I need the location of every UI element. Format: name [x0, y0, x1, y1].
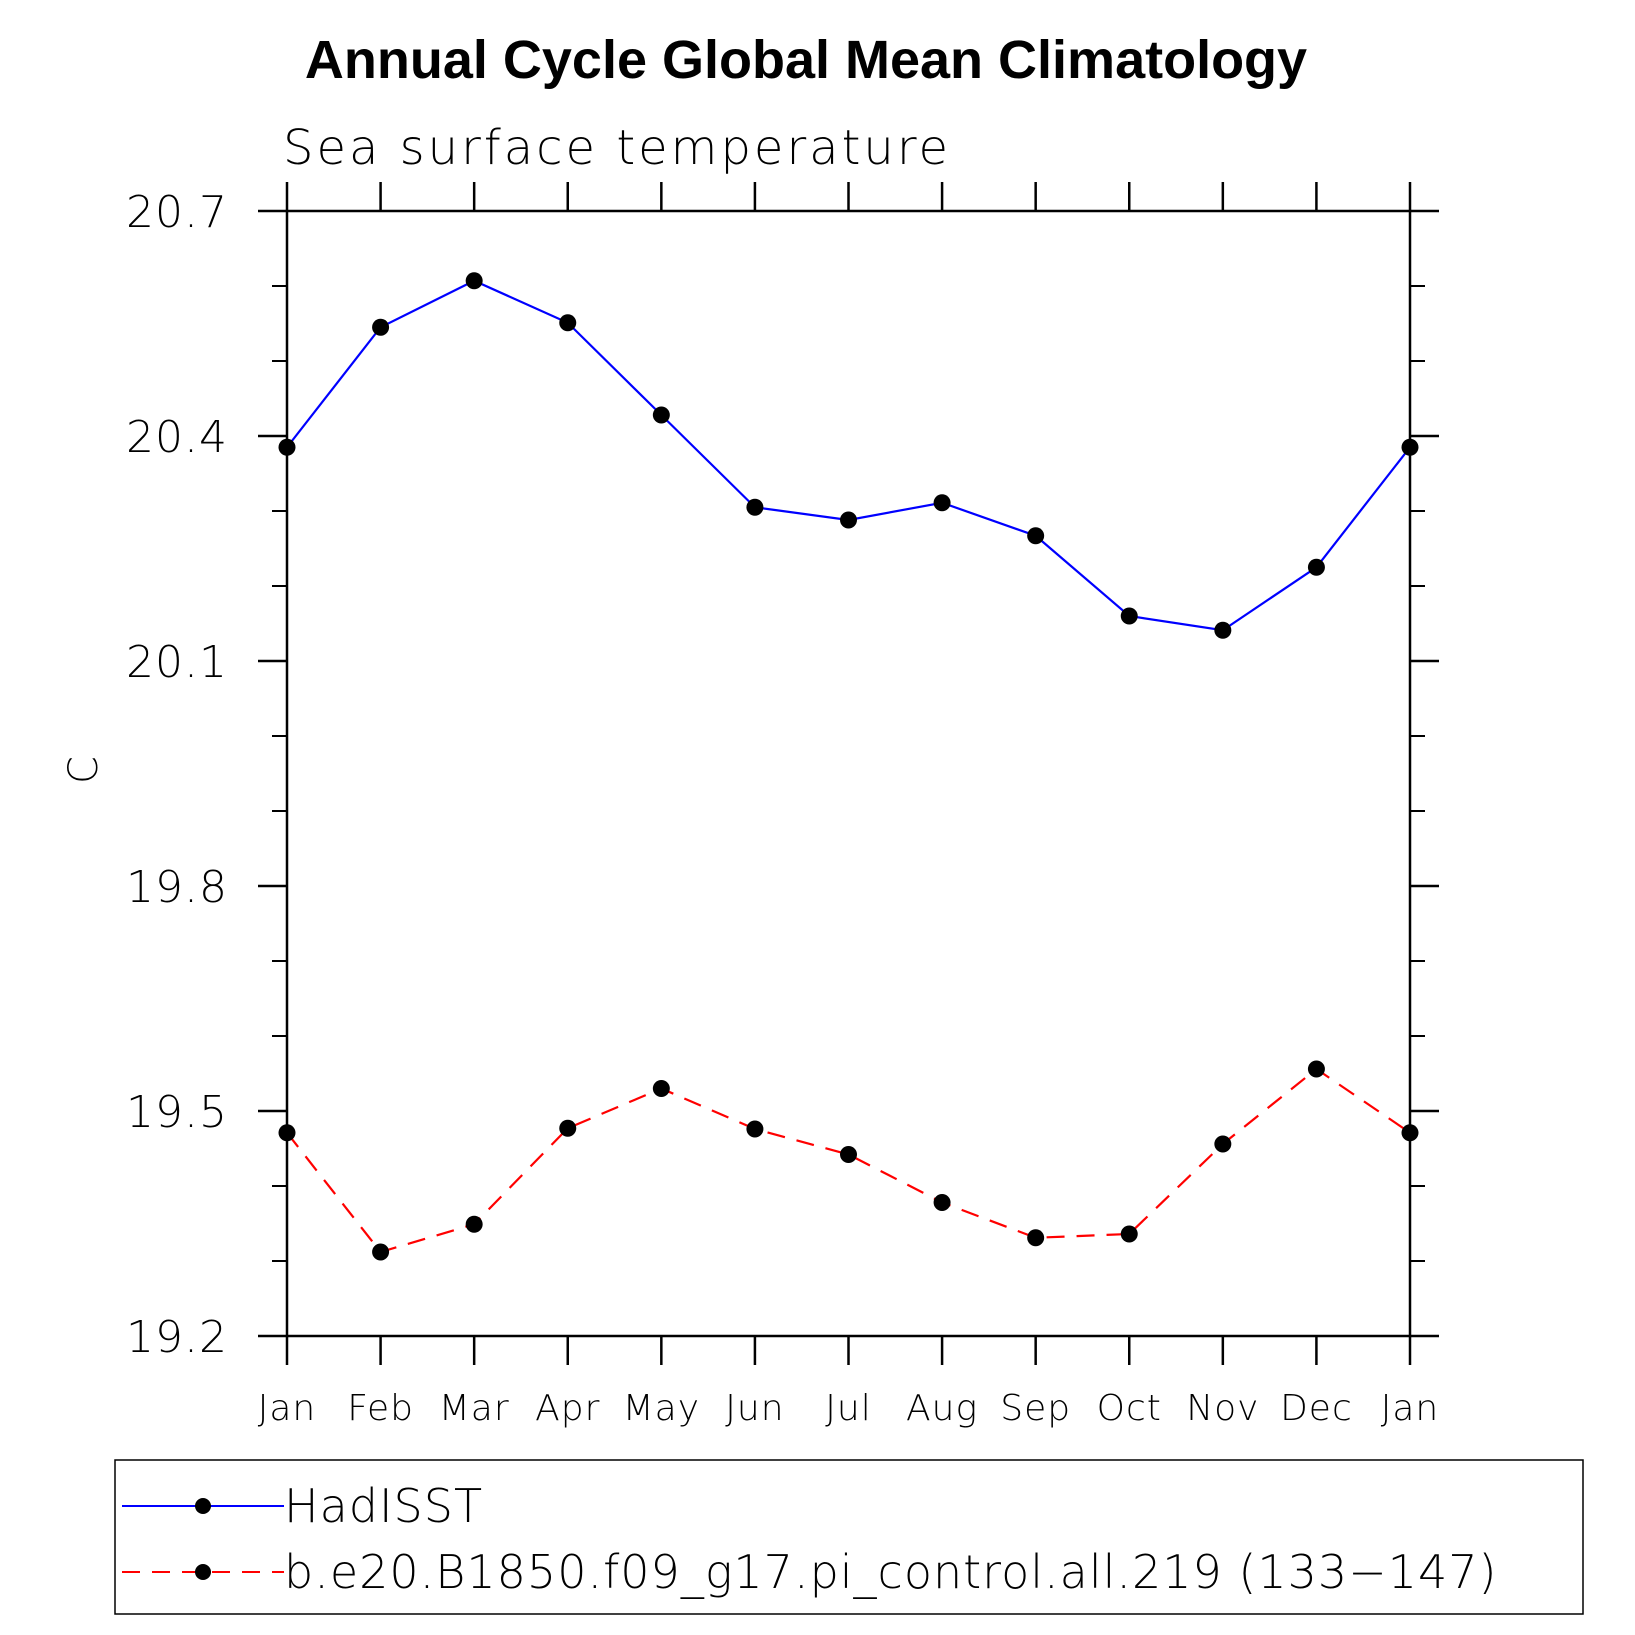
- x-tick-label: Mar: [439, 1388, 510, 1429]
- data-point-series-0: [933, 494, 951, 512]
- data-point-series-0: [278, 438, 296, 456]
- chart-subtitle: Sea surface temperature: [283, 120, 951, 176]
- data-point-series-1: [933, 1194, 951, 1211]
- y-tick-label: 20.7: [126, 187, 228, 238]
- data-point-series-1: [1027, 1229, 1045, 1247]
- data-point-series-1: [1401, 1124, 1419, 1142]
- data-point-series-0: [465, 272, 483, 290]
- y-tick-label: 19.2: [126, 1312, 228, 1363]
- series-line-0: [286, 279, 1411, 632]
- data-point-series-0: [1214, 621, 1232, 639]
- data-point-series-0: [746, 498, 764, 516]
- x-tick-label: Sep: [1000, 1388, 1071, 1429]
- data-point-series-1: [465, 1215, 483, 1233]
- x-tick-label: Jun: [725, 1388, 784, 1429]
- plot-area: [278, 272, 1419, 1261]
- data-point-series-1: [372, 1243, 390, 1261]
- x-tick-label: Jan: [258, 1388, 317, 1429]
- data-point-series-0: [1401, 438, 1419, 456]
- legend-marker-hadisst: [195, 1498, 211, 1514]
- x-tick-label: Oct: [1097, 1388, 1162, 1429]
- data-point-series-0: [1307, 558, 1325, 576]
- data-point-series-1: [1120, 1225, 1138, 1243]
- data-point-series-0: [372, 318, 390, 336]
- legend-marker-model: [195, 1564, 211, 1580]
- x-tick-label: May: [623, 1388, 700, 1429]
- y-tick-label: 20.1: [126, 637, 228, 688]
- x-tick-label: Nov: [1186, 1388, 1259, 1429]
- legend-box: [114, 1459, 1584, 1615]
- data-point-series-1: [278, 1124, 296, 1142]
- data-point-series-1: [559, 1119, 577, 1137]
- data-point-series-1: [840, 1146, 857, 1163]
- x-tick-label: Dec: [1280, 1388, 1353, 1429]
- data-point-series-0: [840, 511, 857, 529]
- data-point-series-1: [1214, 1135, 1232, 1153]
- plot-frame: [285, 209, 1412, 1338]
- legend: HadISST b.e20.B1850.f09_g17.pi_control.a…: [122, 1479, 1497, 1599]
- x-tick-label: Aug: [906, 1388, 978, 1429]
- x-tick-label: Apr: [535, 1388, 600, 1429]
- y-tick-label: 19.5: [126, 1087, 228, 1138]
- data-point-series-1: [652, 1080, 670, 1097]
- data-point-series-1: [1307, 1060, 1325, 1078]
- y-axis-label: C: [61, 756, 107, 784]
- legend-label-model: b.e20.B1850.f09_g17.pi_control.all.219 (…: [284, 1545, 1497, 1599]
- x-tick-label: Jan: [1381, 1388, 1440, 1429]
- legend-label-hadisst: HadISST: [284, 1479, 483, 1533]
- data-point-series-0: [1120, 607, 1138, 625]
- chart-title: Annual Cycle Global Mean Climatology: [305, 30, 1307, 90]
- x-tick-label: Jul: [825, 1388, 871, 1429]
- data-point-series-1: [746, 1120, 764, 1138]
- y-tick-label: 19.8: [126, 862, 228, 913]
- data-point-series-0: [559, 314, 577, 332]
- x-tick-label: Feb: [347, 1388, 414, 1429]
- data-point-series-0: [652, 406, 670, 424]
- y-tick-label: 20.4: [126, 412, 228, 463]
- data-point-series-0: [1027, 527, 1045, 545]
- axes: 19.2 19.5 19.8 20.1 20.4 20.7 Jan Feb Mar Apr May J…: [126, 182, 1439, 1429]
